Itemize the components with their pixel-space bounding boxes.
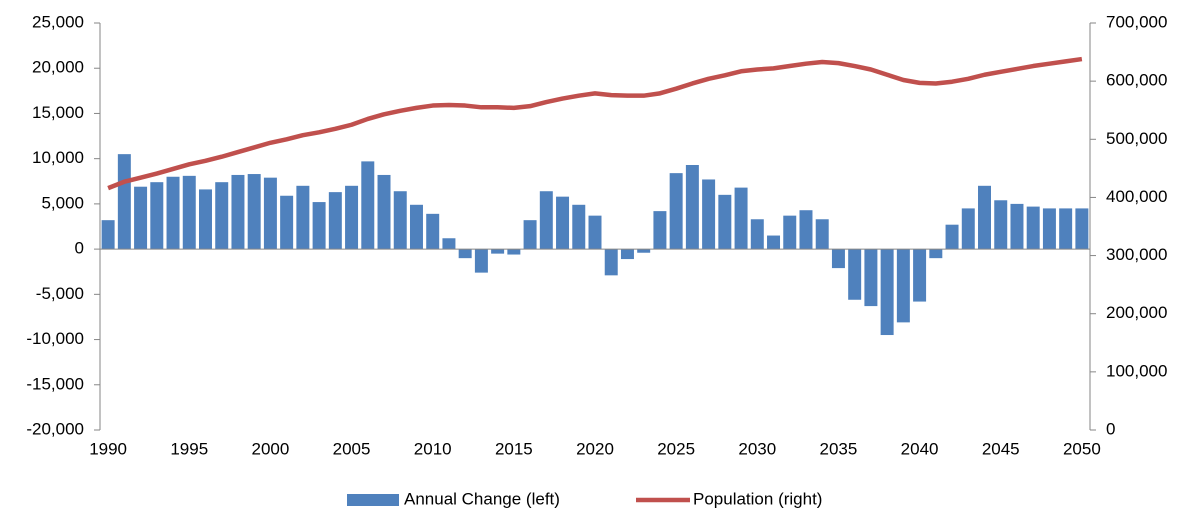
- bar: [247, 174, 261, 250]
- bar: [604, 249, 618, 276]
- bar: [896, 249, 910, 323]
- bar: [345, 185, 359, 250]
- legend-label: Annual Change (left): [404, 489, 560, 508]
- bar: [215, 182, 229, 250]
- y2-tick-label: 500,000: [1106, 129, 1167, 148]
- bar: [669, 173, 683, 250]
- bar: [134, 186, 148, 250]
- x-tick-label: 2040: [901, 439, 939, 458]
- y-tick-label: 0: [75, 239, 84, 258]
- bar: [231, 174, 245, 250]
- bar: [929, 249, 943, 259]
- bar: [1026, 206, 1040, 250]
- x-tick-label: 2020: [576, 439, 614, 458]
- bar: [685, 164, 699, 250]
- bar: [556, 196, 570, 250]
- bar: [166, 176, 180, 250]
- y2-tick-label: 100,000: [1106, 361, 1167, 380]
- bar: [1042, 208, 1056, 250]
- bar: [702, 179, 716, 250]
- bar: [1010, 203, 1024, 250]
- bar: [361, 161, 375, 250]
- bar: [426, 213, 440, 250]
- y2-tick-label: 400,000: [1106, 187, 1167, 206]
- bar: [831, 249, 845, 269]
- bar: [767, 235, 781, 250]
- bar: [296, 185, 310, 250]
- bar: [734, 187, 748, 250]
- bar: [572, 204, 586, 250]
- x-tick-label: 2000: [251, 439, 289, 458]
- x-tick-label: 2050: [1063, 439, 1101, 458]
- bar: [101, 220, 115, 250]
- y-tick-label: 20,000: [32, 58, 84, 77]
- y2-tick-label: 200,000: [1106, 303, 1167, 322]
- x-tick-label: 2030: [738, 439, 776, 458]
- bar: [848, 249, 862, 300]
- bar: [880, 249, 894, 336]
- bar: [150, 182, 164, 250]
- legend-label: Population (right): [693, 489, 822, 508]
- bar: [491, 249, 505, 254]
- bar: [474, 249, 488, 273]
- bar: [199, 189, 212, 250]
- y-tick-label: 5,000: [41, 193, 84, 212]
- x-tick-label: 2045: [982, 439, 1020, 458]
- y-tick-label: -10,000: [26, 329, 84, 348]
- bar: [637, 249, 651, 253]
- bar: [539, 191, 553, 250]
- bar: [750, 219, 764, 250]
- bar: [718, 194, 732, 250]
- bar: [815, 219, 829, 250]
- x-tick-label: 2010: [414, 439, 452, 458]
- x-tick-label: 2005: [333, 439, 371, 458]
- bar: [117, 154, 131, 250]
- bar: [458, 249, 472, 259]
- bar: [961, 208, 975, 250]
- y2-tick-label: 700,000: [1106, 12, 1167, 31]
- bar: [507, 249, 521, 255]
- x-tick-label: 2035: [820, 439, 858, 458]
- y-tick-label: 15,000: [32, 103, 84, 122]
- y2-tick-label: 300,000: [1106, 245, 1167, 264]
- bar: [263, 177, 277, 250]
- bar: [913, 249, 927, 302]
- y-tick-label: -15,000: [26, 374, 84, 393]
- y2-tick-label: 0: [1106, 419, 1115, 438]
- bar: [442, 238, 456, 250]
- bar: [328, 192, 342, 250]
- x-tick-label: 2015: [495, 439, 533, 458]
- bar: [393, 191, 407, 250]
- bar: [1059, 208, 1073, 250]
- y-tick-label: -5,000: [36, 284, 84, 303]
- x-tick-label: 1995: [170, 439, 208, 458]
- bar: [280, 195, 294, 250]
- y2-tick-label: 600,000: [1106, 71, 1167, 90]
- bar: [864, 249, 878, 307]
- bar: [377, 174, 391, 250]
- bar: [799, 210, 813, 250]
- x-tick-label: 2025: [657, 439, 695, 458]
- y-tick-label: 25,000: [32, 12, 84, 31]
- bar: [978, 185, 991, 250]
- bar: [182, 175, 196, 250]
- bar: [312, 202, 326, 250]
- bar: [620, 249, 634, 260]
- legend-swatch: [347, 494, 399, 506]
- line: [107, 56, 1083, 191]
- bar: [783, 215, 797, 250]
- bar: [588, 215, 602, 250]
- bar: [409, 204, 423, 250]
- bar: [653, 211, 667, 250]
- x-tick-label: 1990: [89, 439, 127, 458]
- bar: [945, 224, 959, 250]
- bar: [994, 200, 1008, 250]
- bar: [1075, 208, 1089, 250]
- bar: [523, 220, 537, 250]
- y-tick-label: 10,000: [32, 148, 84, 167]
- y-tick-label: -20,000: [26, 419, 84, 438]
